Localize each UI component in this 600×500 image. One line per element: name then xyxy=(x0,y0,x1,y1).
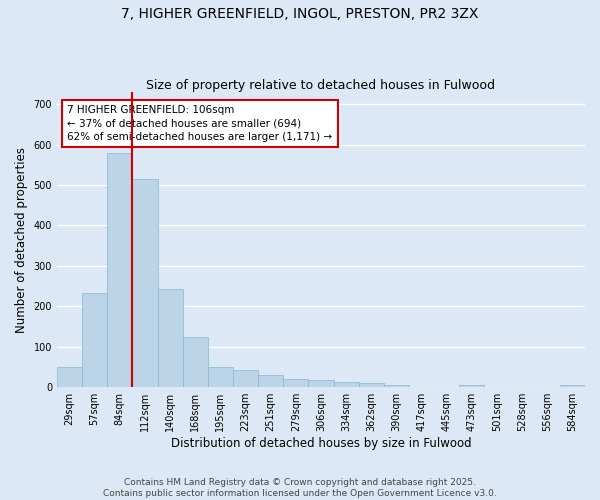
Text: 7, HIGHER GREENFIELD, INGOL, PRESTON, PR2 3ZX: 7, HIGHER GREENFIELD, INGOL, PRESTON, PR… xyxy=(121,8,479,22)
Y-axis label: Number of detached properties: Number of detached properties xyxy=(15,146,28,332)
X-axis label: Distribution of detached houses by size in Fulwood: Distribution of detached houses by size … xyxy=(170,437,471,450)
Bar xyxy=(258,375,283,387)
Bar xyxy=(182,336,208,387)
Bar xyxy=(308,380,334,387)
Bar xyxy=(158,290,182,387)
Bar xyxy=(233,370,258,387)
Bar xyxy=(107,152,133,387)
Bar xyxy=(57,367,82,387)
Bar xyxy=(384,385,409,387)
Bar xyxy=(82,294,107,387)
Text: 7 HIGHER GREENFIELD: 106sqm
← 37% of detached houses are smaller (694)
62% of se: 7 HIGHER GREENFIELD: 106sqm ← 37% of det… xyxy=(67,106,332,142)
Bar xyxy=(560,385,585,387)
Bar xyxy=(459,385,484,387)
Bar xyxy=(283,379,308,387)
Text: Contains HM Land Registry data © Crown copyright and database right 2025.
Contai: Contains HM Land Registry data © Crown c… xyxy=(103,478,497,498)
Bar xyxy=(133,179,158,387)
Bar xyxy=(334,382,359,387)
Bar xyxy=(208,367,233,387)
Bar xyxy=(359,383,384,387)
Title: Size of property relative to detached houses in Fulwood: Size of property relative to detached ho… xyxy=(146,79,496,92)
